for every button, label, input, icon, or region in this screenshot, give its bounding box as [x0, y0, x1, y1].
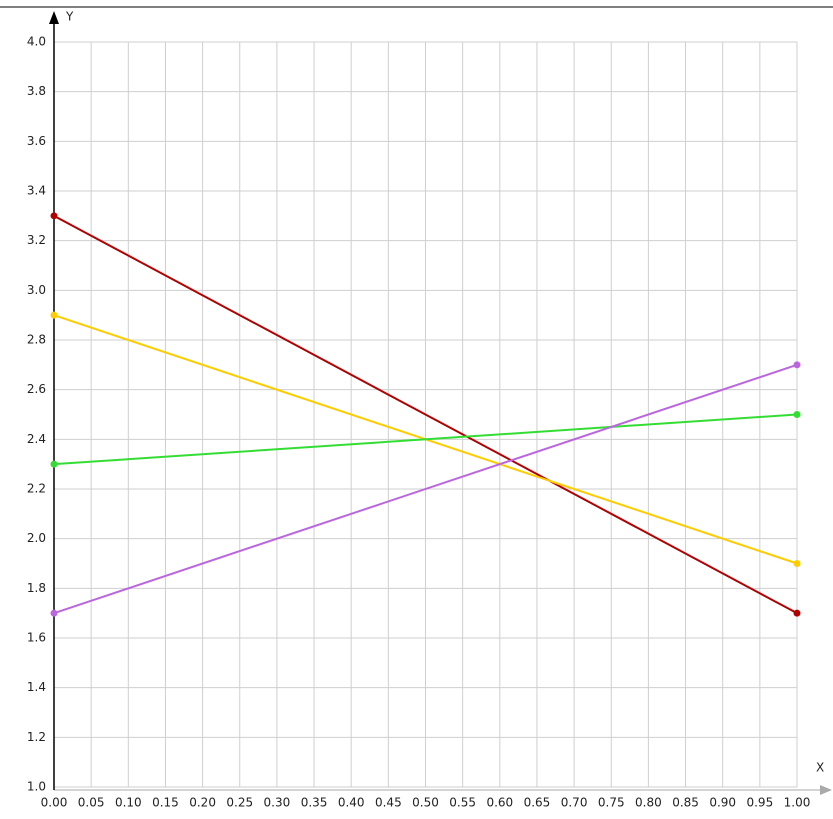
x-axis-label: X	[816, 761, 824, 775]
data-point	[50, 460, 58, 468]
data-point	[793, 609, 801, 617]
data-point	[793, 411, 801, 418]
y-tick-label: 3.4	[27, 184, 46, 198]
y-axis-label: Y	[65, 10, 74, 24]
x-tick-label: 1.00	[784, 796, 811, 810]
x-tick-label: 0.50	[412, 796, 439, 810]
x-tick-label: 0.60	[486, 796, 513, 810]
y-tick-label: 1.2	[27, 730, 46, 744]
y-tick-label: 1.6	[27, 631, 46, 645]
y-tick-label: 2.0	[27, 531, 46, 545]
x-tick-label: 0.70	[561, 796, 588, 810]
x-tick-label: 0.35	[301, 796, 328, 810]
y-tick-label: 3.6	[27, 134, 46, 148]
data-point	[50, 609, 58, 617]
y-tick-label: 1.4	[27, 680, 46, 694]
data-point	[50, 311, 58, 319]
x-tick-label: 0.90	[709, 796, 736, 810]
series-line	[53, 363, 798, 615]
x-tick-label: 0.05	[78, 796, 105, 810]
x-axis-arrow	[820, 785, 832, 795]
x-tick-label: 0.40	[338, 796, 365, 810]
series-line	[53, 413, 798, 466]
y-tick-label: 1.8	[27, 581, 46, 595]
x-tick-label: 0.65	[524, 796, 551, 810]
x-tick-label: 0.30	[264, 796, 291, 810]
x-tick-label: 0.00	[41, 796, 68, 810]
y-tick-label: 3.0	[27, 283, 46, 297]
x-tick-label: 0.85	[672, 796, 699, 810]
y-tick-label: 3.2	[27, 233, 46, 247]
y-tick-label: 4.0	[27, 35, 46, 49]
x-tick-label: 0.20	[189, 796, 216, 810]
x-tick-label: 0.55	[449, 796, 476, 810]
y-tick-label: 3.8	[27, 84, 46, 98]
y-tick-label: 2.4	[27, 432, 46, 446]
x-tick-label: 0.75	[598, 796, 625, 810]
y-tick-label: 2.8	[27, 333, 46, 347]
x-tick-label: 0.80	[635, 796, 662, 810]
y-tick-label: 2.6	[27, 382, 46, 396]
series-line	[53, 214, 798, 615]
y-axis-arrow	[49, 11, 59, 24]
y-tick-label: 1.0	[27, 780, 46, 794]
data-point	[793, 361, 801, 369]
data-point	[793, 560, 801, 567]
x-tick-label: 0.45	[375, 796, 402, 810]
x-tick-label: 0.15	[152, 796, 179, 810]
x-tick-label: 0.10	[115, 796, 142, 810]
data-point	[50, 212, 58, 220]
y-tick-label: 2.2	[27, 482, 46, 496]
x-tick-label: 0.95	[746, 796, 773, 810]
x-tick-label: 0.25	[226, 796, 253, 810]
